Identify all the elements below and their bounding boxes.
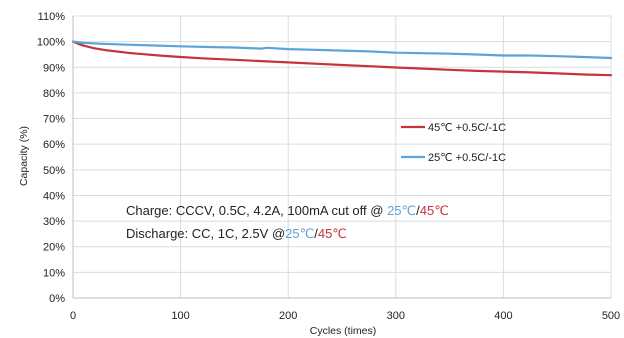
y-tick-label: 40% [43,190,65,202]
note-segment: 25℃ [285,226,314,241]
y-tick-labels: 0% 10% 20% 30% 40% 50% 60% 70% 80% 90% 100% 110% [37,11,65,305]
x-axis-title: Cycles (times) [310,325,377,337]
y-tick-label: 70% [43,114,65,126]
series-line-25c [71,40,613,60]
y-tick-label: 0% [49,293,65,305]
note-segment: / [416,203,420,218]
series-line-45c [71,40,613,77]
y-tick-label: 20% [43,242,65,254]
x-tick-label: 500 [602,310,620,322]
y-tick-label: 60% [43,139,65,151]
note-segment: 25℃ [387,203,416,218]
x-tick-label: 200 [279,310,297,322]
y-axis-title: Capacity (%) [18,126,30,186]
y-tick-label: 90% [43,62,65,74]
y-tick-label: 110% [38,11,66,23]
note-segment: 45℃ [318,226,347,241]
series-lines [71,40,613,77]
gridlines [73,15,612,298]
y-tick-label: 80% [43,88,65,100]
x-tick-label: 300 [387,310,405,322]
note-segment: / [314,226,318,241]
legend: 45℃ +0.5C/-1C 25℃ +0.5C/-1C [401,122,506,164]
y-tick-label: 100% [37,37,65,49]
test-conditions-notes: Charge: CCCV, 0.5C, 4.2A, 100mA cut off … [126,203,449,241]
note-segment: 45℃ [420,203,449,218]
x-tick-label: 100 [171,310,189,322]
x-tick-label: 0 [70,310,76,322]
note-segment: Charge: CCCV, 0.5C, 4.2A, 100mA cut off … [126,203,387,218]
y-tick-label: 30% [43,216,65,228]
x-tick-labels: 0 100 200 300 400 500 [70,310,620,322]
legend-label: 45℃ +0.5C/-1C [428,122,506,134]
axes [72,16,611,299]
x-tick-label: 400 [494,310,512,322]
y-tick-label: 10% [43,267,65,279]
y-tick-label: 50% [43,165,65,177]
test-condition-note: Discharge: CC, 1C, 2.5V @25℃/45℃ [126,226,347,241]
test-condition-note: Charge: CCCV, 0.5C, 4.2A, 100mA cut off … [126,203,449,218]
note-segment: Discharge: CC, 1C, 2.5V @ [126,226,285,241]
legend-label: 25℃ +0.5C/-1C [428,152,506,164]
